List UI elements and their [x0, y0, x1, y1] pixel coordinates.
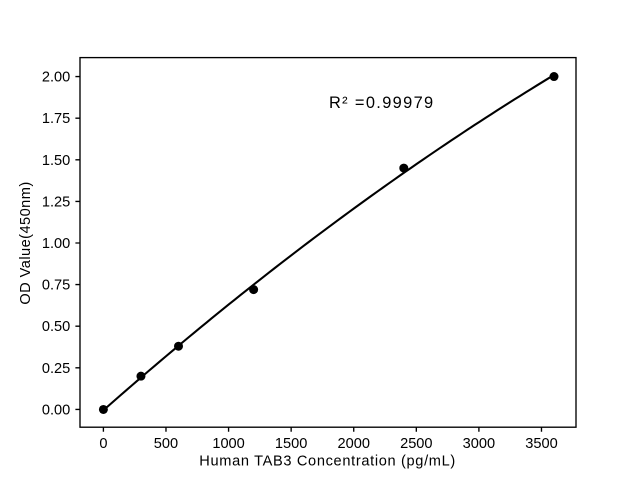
svg-text:2000: 2000: [337, 436, 369, 452]
svg-text:1.00: 1.00: [42, 236, 70, 252]
svg-text:Human TAB3 Concentration (pg/m: Human TAB3 Concentration (pg/mL): [199, 453, 456, 469]
svg-text:2500: 2500: [400, 436, 432, 452]
svg-text:R² =0.99979: R² =0.99979: [329, 94, 435, 112]
svg-text:OD Value(450nm): OD Value(450nm): [18, 181, 34, 304]
svg-text:1.50: 1.50: [42, 153, 70, 169]
svg-text:3500: 3500: [525, 436, 557, 452]
svg-text:1.75: 1.75: [42, 111, 70, 127]
svg-text:0.50: 0.50: [42, 319, 70, 335]
svg-text:0.75: 0.75: [42, 278, 70, 294]
svg-text:500: 500: [154, 436, 178, 452]
svg-text:1500: 1500: [275, 436, 307, 452]
svg-text:2.00: 2.00: [42, 70, 70, 86]
svg-text:1.25: 1.25: [42, 194, 70, 210]
svg-text:1000: 1000: [212, 436, 244, 452]
svg-text:0.25: 0.25: [42, 361, 70, 377]
svg-text:0: 0: [99, 436, 107, 452]
svg-text:0.00: 0.00: [42, 402, 70, 418]
svg-text:3000: 3000: [463, 436, 495, 452]
